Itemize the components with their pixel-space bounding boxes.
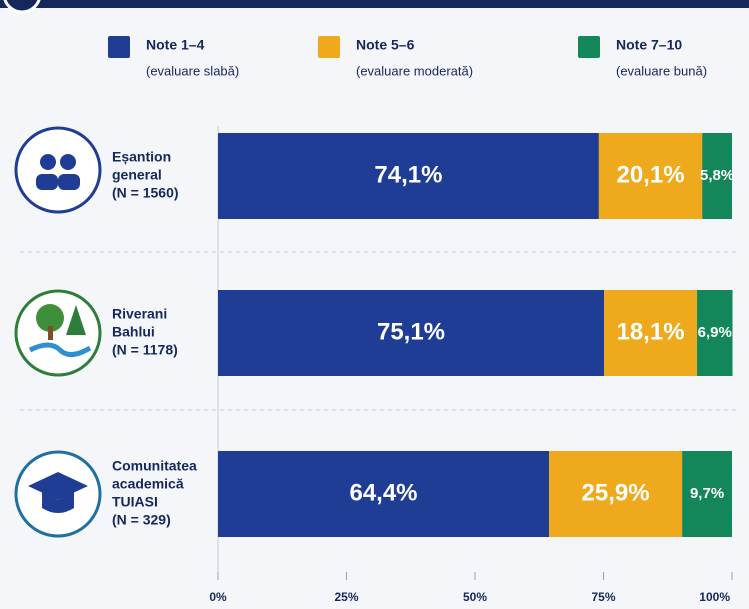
value-label: 5,8% <box>700 167 734 184</box>
category-label: (N = 1560) <box>112 185 179 201</box>
x-tick-label: 50% <box>463 590 487 604</box>
category-label: (N = 329) <box>112 512 171 528</box>
header-band <box>0 0 749 8</box>
category-label: Eșantion <box>112 149 171 165</box>
value-label: 9,7% <box>690 485 724 502</box>
bar-segment <box>218 451 550 537</box>
legend-swatch <box>108 36 130 58</box>
x-tick-label: 100% <box>699 590 730 604</box>
x-tick-label: 75% <box>591 590 615 604</box>
value-label: 64,4% <box>349 479 417 506</box>
category-label: (N = 1178) <box>112 342 178 358</box>
header-icon <box>3 0 41 14</box>
bar-segment <box>697 290 733 376</box>
bar-segment <box>598 133 703 219</box>
bar-segment <box>682 451 732 537</box>
value-label: 6,9% <box>698 324 732 341</box>
bar-segment <box>549 451 683 537</box>
category-label: academică <box>112 476 184 492</box>
bar-segment <box>604 290 698 376</box>
legend-label: Note 5–6 <box>356 37 415 53</box>
value-label: 20,1% <box>616 161 684 188</box>
bar-segment <box>218 290 605 376</box>
legend-description: (evaluare bună) <box>616 63 707 78</box>
legend-label: Note 7–10 <box>616 37 682 53</box>
category-label: general <box>112 167 162 183</box>
x-tick-label: 0% <box>209 590 227 604</box>
value-label: 75,1% <box>377 318 445 345</box>
legend-description: (evaluare slabă) <box>146 63 239 78</box>
icon-river <box>14 289 102 377</box>
legend-swatch <box>318 36 340 58</box>
legend-description: (evaluare moderată) <box>356 63 473 78</box>
value-label: 25,9% <box>582 479 650 506</box>
icon-academic <box>14 450 102 538</box>
category-label: TUIASI <box>112 494 158 510</box>
legend-label: Note 1–4 <box>146 37 205 53</box>
value-label: 74,1% <box>374 161 442 188</box>
category-label: Comunitatea <box>112 458 197 474</box>
bar-segment <box>702 133 732 219</box>
bar-segment <box>218 133 599 219</box>
category-label: Riverani <box>112 306 167 322</box>
legend-swatch <box>578 36 600 58</box>
category-label: Bahlui <box>112 324 155 340</box>
x-tick-label: 25% <box>334 590 358 604</box>
value-label: 18,1% <box>616 318 684 345</box>
icon-people <box>14 126 102 214</box>
